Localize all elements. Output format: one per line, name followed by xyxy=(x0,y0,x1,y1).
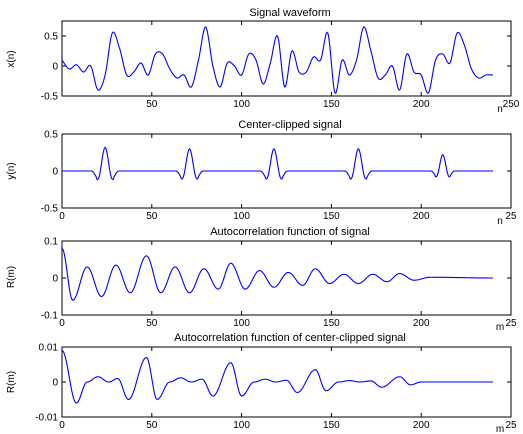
panel-4-title: Autocorrelation function of center-clipp… xyxy=(174,332,406,344)
x-tick-label: 200 xyxy=(413,211,430,222)
y-tick-label: 0 xyxy=(52,167,58,178)
y-tick-label: 0.5 xyxy=(44,130,58,141)
panel-3-ylabel: R(m) xyxy=(6,266,17,288)
panel-1-title: Signal waveform xyxy=(249,7,330,19)
y-tick-label: -0.5 xyxy=(41,92,59,103)
panel-signal-waveform: Signal waveform x(n) n 50 100 150 200 250 -0.… xyxy=(6,7,520,115)
panel-4-series-line xyxy=(61,350,494,404)
y-tick-label: 0 xyxy=(52,378,58,389)
x-tick-label: 200 xyxy=(413,318,430,329)
panel-2-series-line xyxy=(62,146,494,180)
panel-3-xlabel: m xyxy=(496,322,504,333)
panel-4-ylabel: R(m) xyxy=(6,371,17,393)
y-tick-label: 0.5 xyxy=(44,32,58,43)
x-tick-label: 100 xyxy=(233,420,250,431)
panel-clipped-autocorrelation: Autocorrelation function of center-clipp… xyxy=(6,332,517,434)
panel-1-series-line xyxy=(61,26,494,94)
y-tick-label: 0 xyxy=(52,274,58,285)
panel-4-xlabel: m xyxy=(496,424,504,434)
x-tick-label: 0 xyxy=(59,318,65,329)
x-tick-label: 50 xyxy=(146,99,158,110)
x-tick-label: 150 xyxy=(323,99,340,110)
x-tick-label: 50 xyxy=(146,211,158,222)
panel-2-ticks: 0 50 100 150 200 25-0.500.5 xyxy=(41,130,517,223)
x-tick-label: 25 xyxy=(505,211,517,222)
x-tick-label: 25 xyxy=(505,420,517,431)
panel-3-ticks: 0 50 100 150 200 25-0.100.1 xyxy=(41,237,517,330)
panel-autocorrelation: Autocorrelation function of signal R(m) … xyxy=(6,226,517,333)
x-tick-label: 50 xyxy=(146,318,158,329)
panel-2-xlabel: n xyxy=(497,216,503,227)
x-tick-label: 50 xyxy=(146,420,158,431)
y-tick-label: -0.01 xyxy=(35,413,58,424)
x-tick-label: 100 xyxy=(233,99,250,110)
x-tick-label: 150 xyxy=(323,318,340,329)
x-tick-label: 25 xyxy=(505,318,517,329)
y-tick-label: 0.01 xyxy=(39,343,59,354)
x-tick-label: 100 xyxy=(233,318,250,329)
x-tick-label: 200 xyxy=(413,420,430,431)
y-tick-label: 0.1 xyxy=(44,237,58,248)
panel-1-axes-box xyxy=(61,20,512,97)
x-tick-label: 200 xyxy=(413,99,430,110)
x-tick-label: 0 xyxy=(59,211,65,222)
y-tick-label: -0.5 xyxy=(41,204,59,215)
panel-2-title: Center-clipped signal xyxy=(238,119,341,131)
x-tick-label: 150 xyxy=(323,420,340,431)
panel-1-ticks: 50 100 150 200 250 -0.5 0 0.5 xyxy=(41,21,520,110)
panel-3-axes-box xyxy=(61,240,512,316)
panel-1-ylabel: x(n) xyxy=(6,50,17,67)
y-tick-label: -0.1 xyxy=(41,311,59,322)
x-tick-label: 150 xyxy=(323,211,340,222)
panel-3-series-line xyxy=(61,248,494,301)
panel-1-xlabel: n xyxy=(497,104,503,115)
y-tick-label: 0 xyxy=(52,62,58,73)
panel-center-clipped: Center-clipped signal y(n) n 0 50 100 150 20… xyxy=(6,119,517,227)
x-tick-label: 250 xyxy=(503,99,520,110)
x-tick-label: 0 xyxy=(59,420,65,431)
x-tick-label: 100 xyxy=(233,211,250,222)
panel-3-title: Autocorrelation function of signal xyxy=(210,226,370,238)
panel-2-ylabel: y(n) xyxy=(6,162,17,179)
